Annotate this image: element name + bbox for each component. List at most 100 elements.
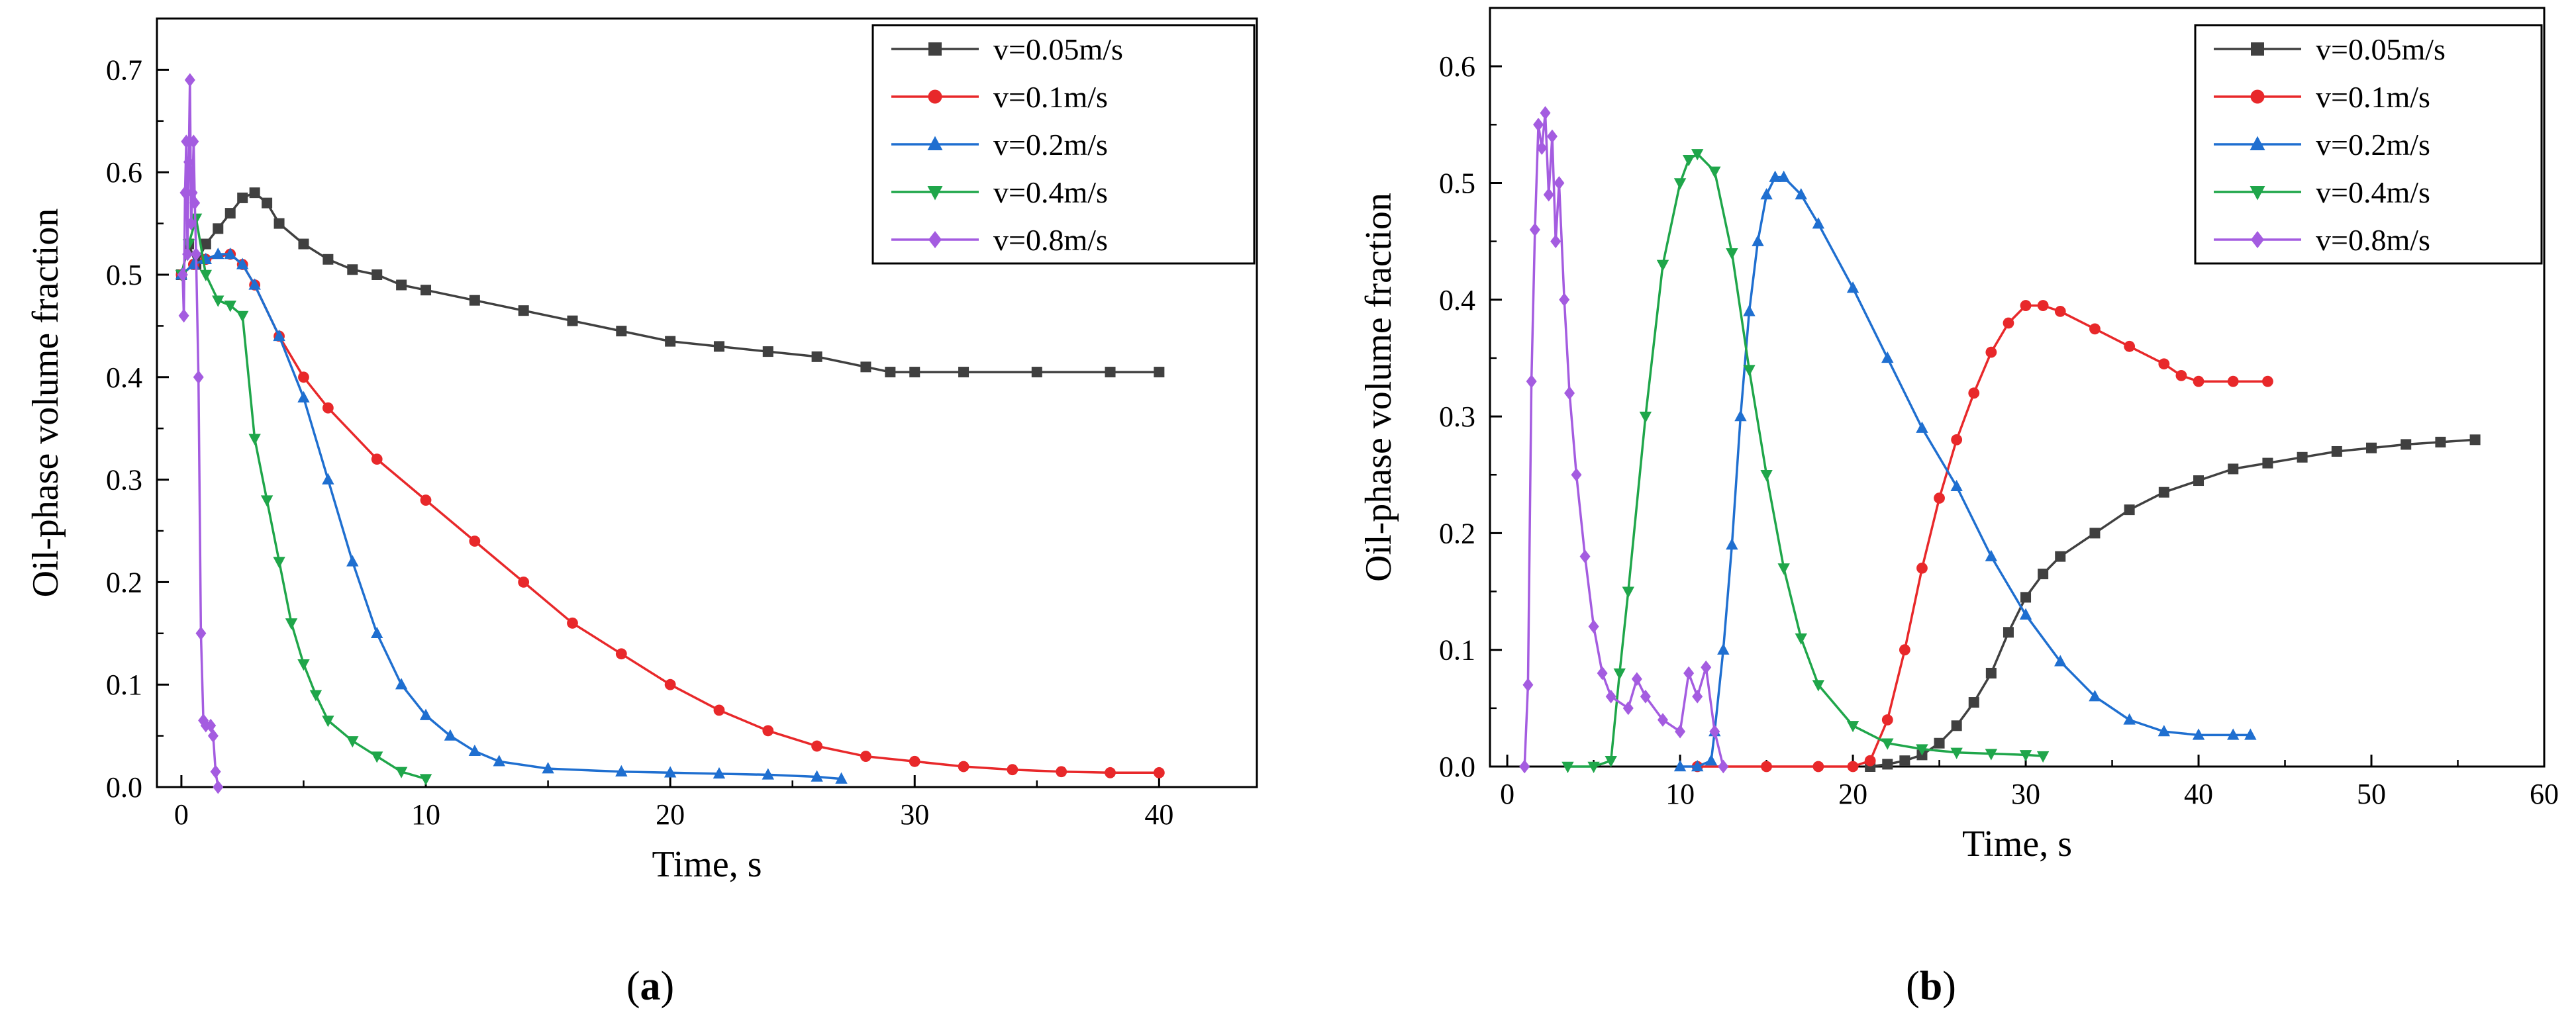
data-point	[224, 208, 236, 219]
data-point	[2020, 300, 2032, 311]
data-point	[273, 218, 285, 229]
y-tick-label: 0.2	[106, 566, 142, 598]
y-tick-label: 0.6	[106, 156, 142, 189]
data-point	[236, 310, 249, 322]
data-point	[210, 765, 221, 779]
data-point	[420, 494, 432, 506]
series-v=0.05m/s	[175, 187, 1165, 378]
data-point	[2469, 434, 2481, 445]
data-point	[1571, 467, 1582, 482]
data-point	[182, 247, 193, 261]
x-tick-label: 60	[2530, 778, 2559, 810]
data-point	[1526, 374, 1537, 389]
y-tick-label: 0.0	[106, 771, 142, 804]
data-point	[542, 762, 554, 774]
y-tick-label: 0.4	[106, 361, 142, 394]
series-v=0.8m/s	[1519, 106, 1729, 774]
legend-label: v=0.2m/s	[2316, 128, 2430, 162]
data-point	[2054, 306, 2066, 317]
data-point	[199, 269, 213, 281]
data-point	[469, 536, 481, 547]
data-point	[1812, 217, 1825, 229]
legend-label: v=0.05m/s	[993, 32, 1123, 66]
data-point	[2366, 442, 2377, 453]
data-point	[2158, 358, 2170, 370]
data-point	[1691, 149, 1704, 161]
legend-label: v=0.05m/s	[2316, 32, 2446, 66]
data-point	[1951, 720, 1962, 731]
data-point	[1540, 106, 1551, 120]
data-point	[958, 367, 969, 378]
data-point	[395, 767, 408, 778]
data-point	[1587, 761, 1600, 773]
data-point	[1597, 666, 1608, 680]
data-point	[2089, 323, 2101, 335]
data-point	[1950, 747, 1963, 759]
data-point	[885, 367, 896, 378]
data-point	[395, 678, 408, 690]
data-point	[237, 192, 248, 203]
data-point	[183, 155, 194, 169]
data-point	[2435, 436, 2446, 447]
data-point	[2157, 725, 2171, 737]
series-line	[181, 79, 220, 788]
x-tick-label: 0	[174, 798, 189, 831]
series-v=0.4m/s	[175, 213, 432, 786]
data-point	[1639, 411, 1652, 424]
x-tick-label: 30	[2011, 778, 2040, 810]
data-point	[2036, 751, 2050, 763]
data-point	[1761, 761, 1772, 772]
data-point	[372, 269, 383, 280]
legend-marker	[2250, 136, 2265, 150]
data-point	[2038, 569, 2049, 580]
data-point	[1934, 492, 1945, 504]
legend: v=0.05m/s v=0.1m/s v=0.2m/s v=0.4m/s v=0.8m/…	[871, 24, 1256, 265]
data-point	[298, 371, 309, 383]
legend-label: v=0.8m/s	[2316, 223, 2430, 257]
data-point	[188, 134, 199, 149]
y-tick-label: 0.1	[1439, 634, 1475, 667]
data-point	[713, 341, 724, 352]
y-tick-label: 0.6	[1439, 50, 1475, 83]
data-point	[518, 577, 530, 588]
data-point	[615, 765, 628, 776]
data-point	[213, 223, 224, 234]
series-v=0.4m/s	[1561, 149, 2050, 773]
data-point	[1812, 761, 1824, 772]
legend-marker	[928, 231, 942, 248]
legend-label: v=0.8m/s	[993, 223, 1108, 257]
data-point	[518, 305, 529, 316]
data-point	[2331, 445, 2342, 457]
legend-marker	[928, 89, 942, 104]
data-point	[200, 238, 211, 250]
data-point	[1056, 766, 1067, 778]
data-point	[1777, 563, 1790, 575]
data-point	[212, 295, 224, 307]
data-point	[909, 367, 920, 378]
data-point	[2158, 487, 2169, 498]
data-point	[1847, 761, 1859, 772]
data-point	[1533, 117, 1544, 132]
data-point	[762, 768, 774, 780]
data-point	[198, 713, 209, 727]
data-point	[2262, 457, 2273, 469]
data-point	[1656, 259, 1669, 271]
data-point	[177, 267, 188, 282]
legend-marker	[2251, 231, 2264, 248]
data-point	[909, 755, 920, 767]
data-point	[1564, 386, 1575, 400]
data-point	[1769, 170, 1781, 182]
legend-label: v=0.2m/s	[993, 128, 1108, 162]
legend-marker	[2251, 42, 2264, 56]
series-line	[1567, 152, 2044, 768]
data-point	[1657, 713, 1668, 727]
data-point	[273, 329, 285, 342]
data-point	[2019, 750, 2032, 762]
data-point	[1536, 141, 1548, 155]
data-point	[1916, 562, 1928, 574]
data-point	[1622, 586, 1634, 598]
y-tick-label: 0.7	[106, 54, 142, 86]
data-point	[187, 185, 198, 200]
data-point	[1985, 667, 1997, 679]
